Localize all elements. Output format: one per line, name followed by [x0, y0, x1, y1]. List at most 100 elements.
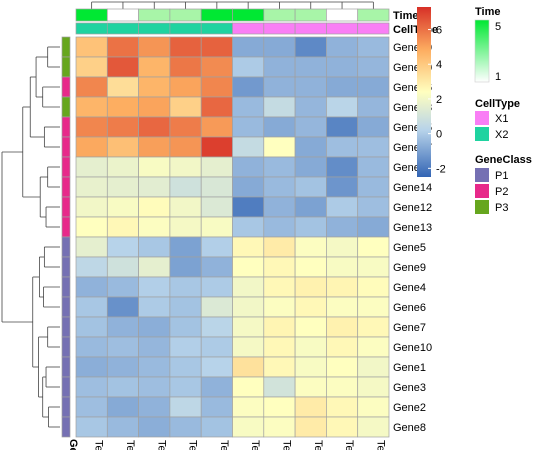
color-scale-tick-label: 0 — [436, 129, 442, 141]
heatmap-cell — [138, 336, 171, 358]
heatmap-cell — [138, 36, 171, 58]
heatmap-cell — [75, 256, 108, 278]
heatmap-cell — [169, 176, 202, 198]
heatmap-cell — [106, 56, 139, 78]
heatmap-cell — [75, 336, 108, 358]
heatmap-cell — [75, 96, 108, 118]
heatmap-cell — [169, 256, 202, 278]
heatmap-cell — [326, 296, 359, 318]
heatmap-cell — [326, 36, 359, 58]
heatmap-cell — [75, 56, 108, 78]
geneclass-annotation-cell — [61, 116, 71, 138]
heatmap-cell — [75, 416, 108, 438]
heatmap-cell — [357, 76, 390, 98]
heatmap-cell — [263, 236, 296, 258]
heatmap-cell — [75, 316, 108, 338]
time-annotation-cell — [200, 8, 233, 22]
heatmap-cell — [357, 136, 390, 158]
geneclass-legend-label: P1 — [495, 170, 508, 182]
heatmap-cell — [326, 196, 359, 218]
heatmap-cell — [200, 156, 233, 178]
heatmap-cell — [106, 196, 139, 218]
geneclass-legend-swatch — [475, 184, 489, 198]
heatmap-cell — [200, 416, 233, 438]
heatmap-cell — [106, 116, 139, 138]
geneclass-annotation-cell — [61, 76, 71, 98]
column-label: Te — [187, 440, 199, 450]
heatmap-cell — [75, 216, 108, 238]
row-label: Gene6 — [393, 302, 426, 314]
heatmap-cell — [357, 56, 390, 78]
heatmap-cell — [138, 416, 171, 438]
heatmap-cell — [138, 96, 171, 118]
heatmap-cell — [75, 196, 108, 218]
heatmap-cell — [294, 196, 327, 218]
heatmap-cell — [232, 96, 265, 118]
heatmap-cell — [75, 116, 108, 138]
heatmap-cell — [106, 376, 139, 398]
heatmap-cell — [169, 96, 202, 118]
row-label: Gene12 — [393, 202, 432, 214]
row-label: Gene13 — [393, 222, 432, 234]
heatmap-cells — [75, 36, 390, 438]
heatmap-cell — [357, 96, 390, 118]
heatmap-cell — [263, 396, 296, 418]
heatmap-cell — [106, 216, 139, 238]
column-label: Te — [93, 440, 105, 450]
heatmap-cell — [138, 156, 171, 178]
celltype-annotation-cell — [357, 22, 390, 35]
heatmap-cell — [357, 156, 390, 178]
time-annotation-cell — [357, 8, 390, 22]
heatmap-cell — [138, 136, 171, 158]
geneclass-annotation-cell — [61, 196, 71, 218]
heatmap-cell — [263, 256, 296, 278]
heatmap-cell — [75, 156, 108, 178]
heatmap-cell — [294, 176, 327, 198]
heatmap-cell — [106, 236, 139, 258]
color-scale-tick-label: 6 — [436, 25, 442, 37]
column-label: Te — [249, 440, 261, 450]
heatmap-cell — [106, 256, 139, 278]
heatmap-cell — [232, 416, 265, 438]
heatmap-cell — [294, 56, 327, 78]
geneclass-annotation-cell — [61, 356, 71, 378]
heatmap-cell — [357, 396, 390, 418]
geneclass-legend: GeneClass P1 P2 P3 — [475, 154, 532, 214]
heatmap-cell — [232, 256, 265, 278]
heatmap-cell — [138, 316, 171, 338]
heatmap-cell — [200, 36, 233, 58]
geneclass-annotation-cell — [61, 96, 71, 118]
heatmap-cell — [200, 76, 233, 98]
time-annotation-cell — [138, 8, 171, 22]
geneclass-annotation-cell — [61, 376, 71, 398]
heatmap-cell — [294, 76, 327, 98]
geneclass-annotation-cell — [61, 316, 71, 338]
column-label: Te — [343, 440, 355, 450]
heatmap-cell — [169, 276, 202, 298]
heatmap-cell — [326, 396, 359, 418]
column-label: Te — [280, 440, 292, 450]
heatmap-cell — [263, 376, 296, 398]
heatmap-cell — [106, 96, 139, 118]
heatmap-cell — [232, 196, 265, 218]
heatmap-cell — [232, 176, 265, 198]
heatmap-cell — [106, 156, 139, 178]
column-labels: Te Te Te Te Te Te Te Te Te Te — [93, 440, 387, 450]
celltype-legend-label: X1 — [495, 113, 508, 125]
heatmap-cell — [294, 36, 327, 58]
heatmap-cell — [138, 256, 171, 278]
time-annotation-label: Time — [393, 10, 418, 22]
heatmap-cell — [326, 116, 359, 138]
heatmap-cell — [200, 196, 233, 218]
heatmap-cell — [169, 76, 202, 98]
heatmap-cell — [169, 316, 202, 338]
time-annotation-cell — [294, 8, 327, 22]
heatmap-cell — [263, 156, 296, 178]
heatmap-cell — [263, 136, 296, 158]
heatmap-cell — [232, 76, 265, 98]
celltype-annotation-cell — [232, 22, 265, 35]
heatmap-cell — [294, 116, 327, 138]
heatmap-cell — [357, 116, 390, 138]
heatmap-cell — [200, 216, 233, 238]
